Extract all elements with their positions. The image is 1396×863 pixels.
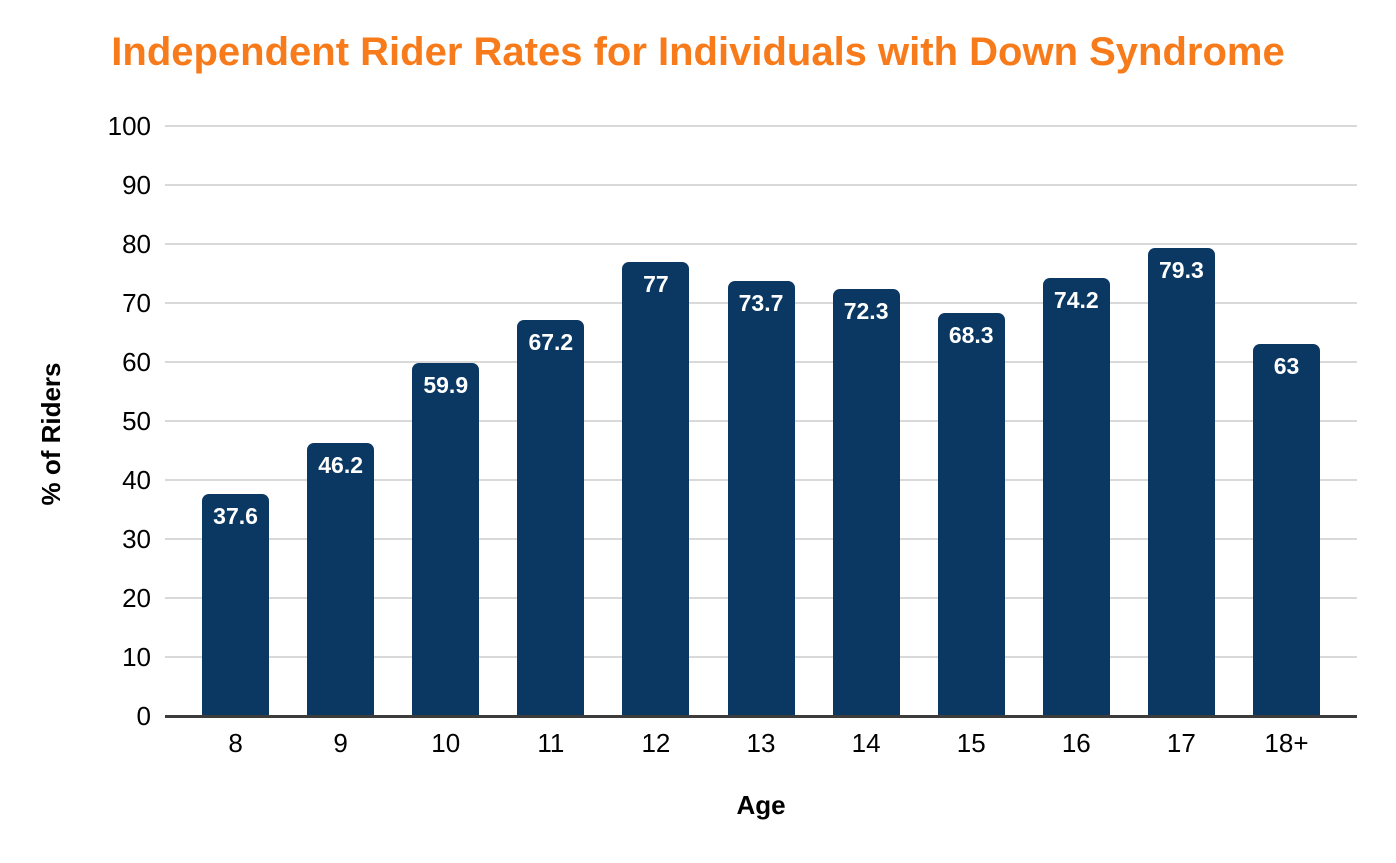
- x-tick-label: 12: [641, 728, 671, 758]
- bar-band: 72.3: [814, 126, 919, 716]
- bar: 59.9: [412, 362, 480, 716]
- bar-band: 37.6: [183, 126, 288, 716]
- y-tick-label: 20: [122, 583, 151, 613]
- bar-value-label: 74.2: [1053, 287, 1099, 314]
- x-tick-label: 9: [333, 728, 348, 758]
- x-tick-label: 10: [431, 728, 461, 758]
- bars-layer: 37.6 46.2 59.9 67.2 77 73.7 72.3 68.3 74.2 79.3 63: [165, 126, 1357, 716]
- bar-value-label: 68.3: [948, 322, 994, 349]
- bar: 67.2: [517, 319, 585, 716]
- bar: 77: [622, 261, 690, 716]
- bar: 79.3: [1147, 248, 1215, 716]
- x-tick-label: 13: [746, 728, 776, 758]
- bar-value-label: 46.2: [318, 452, 364, 479]
- bar-value-label: 37.6: [213, 503, 258, 530]
- bar-value-label: 63: [1273, 353, 1300, 380]
- y-tick-label: 100: [107, 111, 151, 141]
- x-tick-label: 15: [956, 728, 986, 758]
- y-tick-label: 90: [122, 170, 151, 200]
- bar-value-label: 73.7: [738, 290, 784, 317]
- plot-area: 37.6 46.2 59.9 67.2 77 73.7 72.3 68.3 74.2 79.3 63: [165, 125, 1357, 718]
- bar-band: 67.2: [498, 126, 603, 716]
- bar: 72.3: [832, 289, 900, 716]
- gridline: [165, 125, 1357, 127]
- x-tick-label: 17: [1166, 728, 1196, 758]
- x-tick-label: 8: [228, 728, 243, 758]
- x-tick-label: 11: [537, 728, 565, 758]
- gridline: [165, 243, 1357, 245]
- bar-band: 63: [1234, 126, 1339, 716]
- bar-band: 74.2: [1024, 126, 1129, 716]
- x-tick-label: 18+: [1264, 728, 1309, 758]
- x-tick-label: 16: [1061, 728, 1091, 758]
- bar: 74.2: [1042, 278, 1110, 716]
- y-tick-label: 40: [122, 465, 151, 495]
- bar-value-label: 67.2: [528, 328, 574, 355]
- y-tick-label: 50: [122, 406, 151, 436]
- bar: 73.7: [727, 281, 795, 716]
- bar-band: 68.3: [919, 126, 1024, 716]
- bar: 63: [1252, 344, 1320, 716]
- y-tick-label: 70: [122, 288, 151, 318]
- bar: 68.3: [937, 313, 1005, 716]
- y-tick-label: 0: [136, 701, 151, 731]
- gridline: [165, 184, 1357, 186]
- bar-band: 73.7: [708, 126, 813, 716]
- y-tick-label: 10: [122, 642, 151, 672]
- y-tick-label: 80: [122, 229, 151, 259]
- bar-band: 46.2: [288, 126, 393, 716]
- x-axis-title: Age: [736, 790, 786, 820]
- y-tick-label: 60: [122, 347, 151, 377]
- bar: 46.2: [307, 443, 375, 716]
- x-tick-label: 14: [851, 728, 881, 758]
- y-tick-label: 30: [122, 524, 151, 554]
- bar-band: 77: [603, 126, 708, 716]
- x-axis-line: [165, 715, 1357, 718]
- bar: 37.6: [202, 494, 270, 716]
- chart-title: Independent Rider Rates for Individuals …: [111, 30, 1285, 74]
- x-axis-tick-labels: 8 9 10 11 12 13 14 15 16 17 18+: [165, 728, 1357, 759]
- bar-value-label: 72.3: [843, 298, 889, 325]
- bar-value-label: 77: [643, 270, 669, 297]
- bar-value-label: 79.3: [1159, 257, 1204, 284]
- bar-band: 59.9: [393, 126, 498, 716]
- bar-band: 79.3: [1129, 126, 1234, 716]
- bar-value-label: 59.9: [423, 371, 469, 398]
